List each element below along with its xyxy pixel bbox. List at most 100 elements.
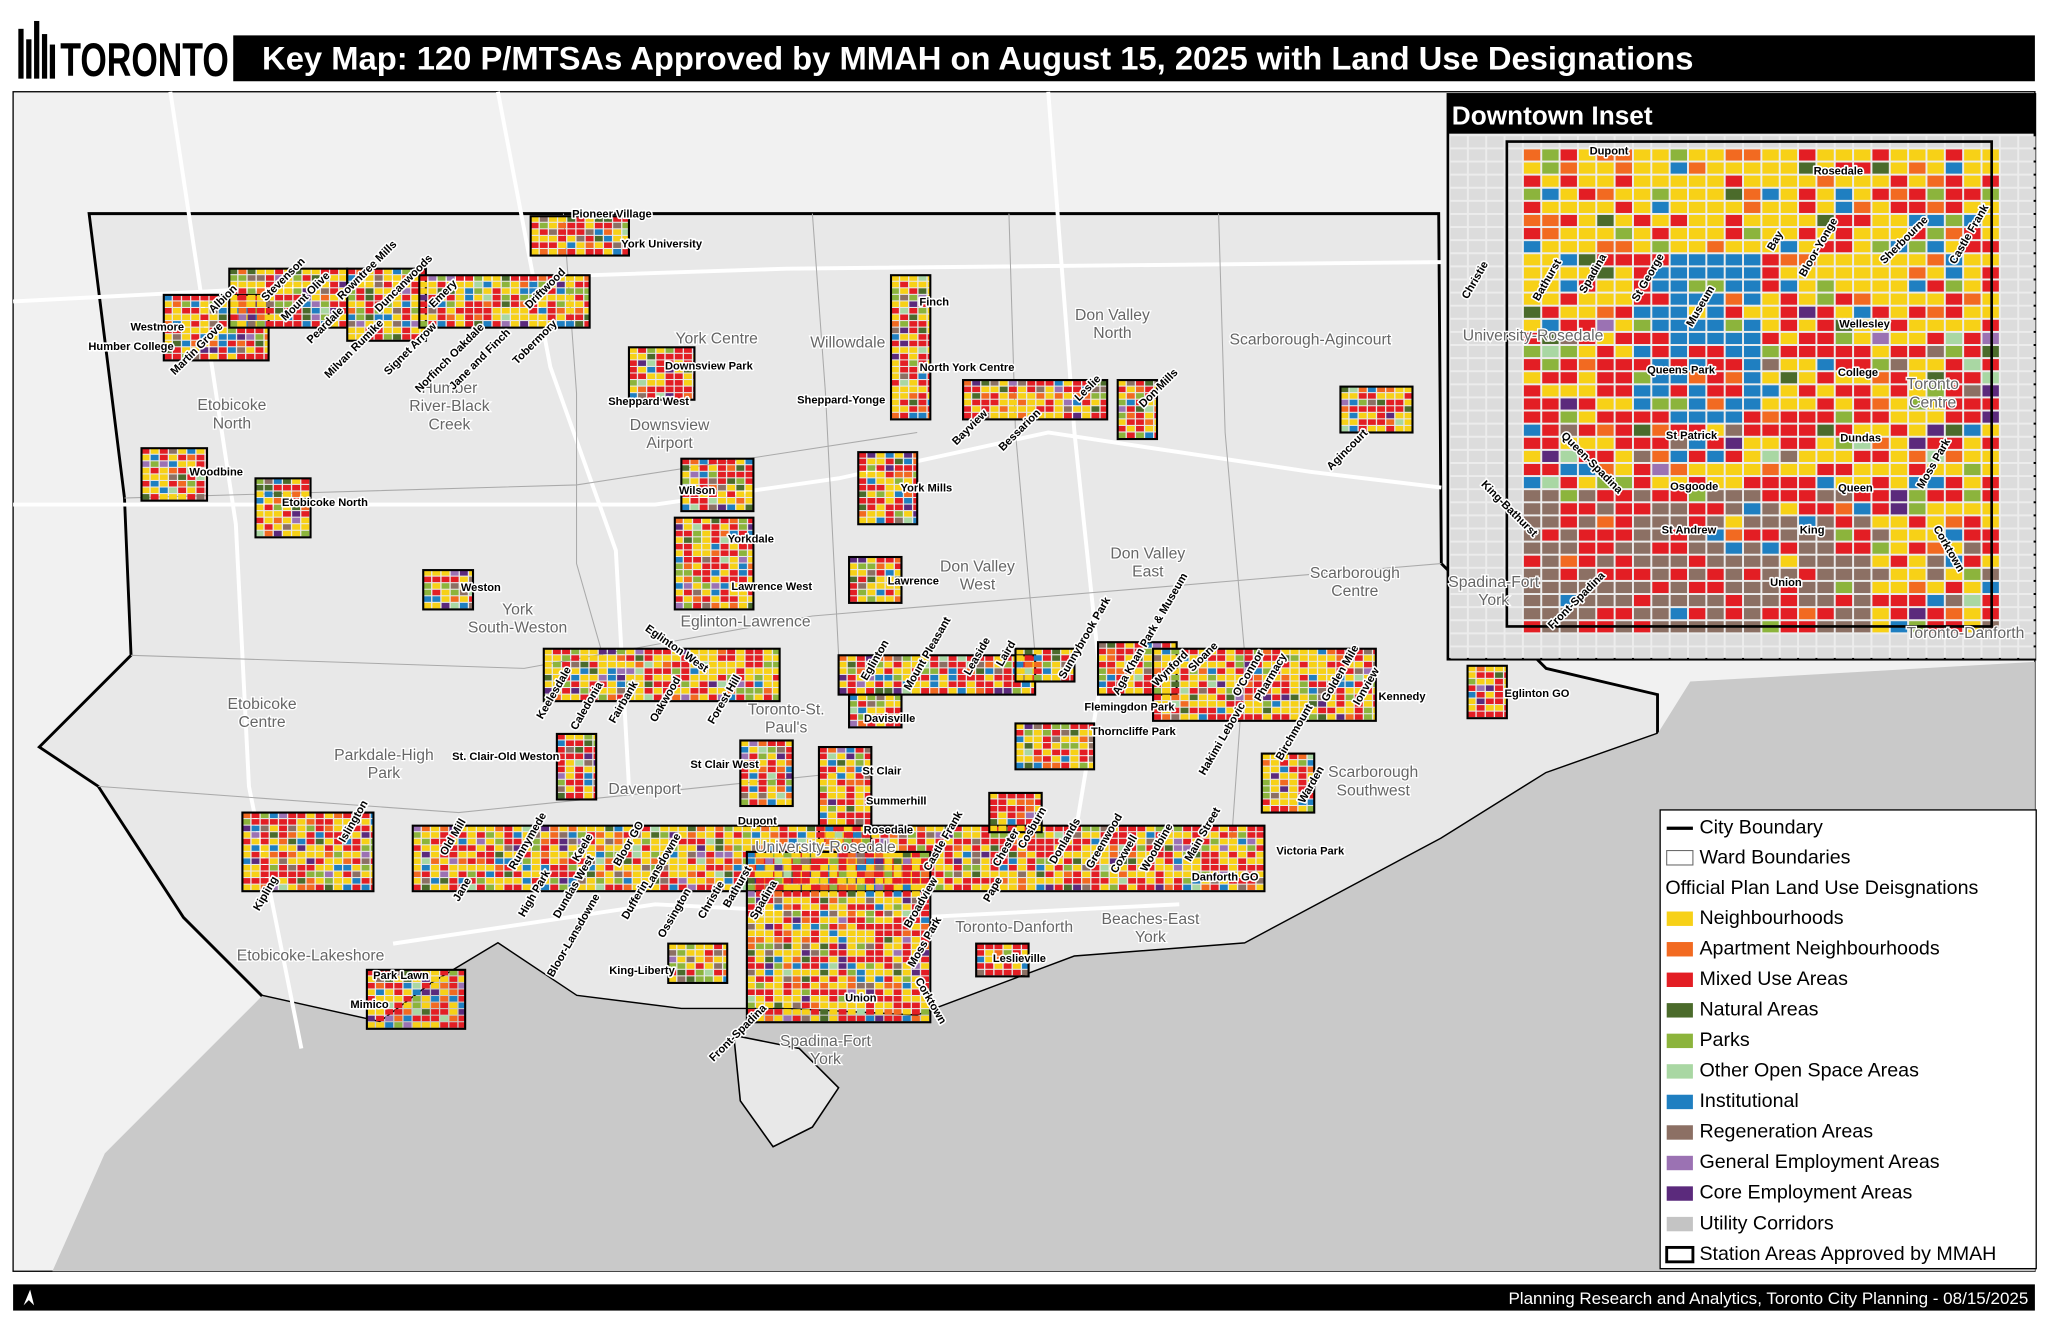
land-use-parcel [837,812,846,819]
station-label: Danforth GO [1192,872,1259,884]
land-use-parcel [699,504,708,511]
station-label: Wilson [679,485,716,497]
land-use-parcel [1299,681,1308,688]
land-use-parcel [541,878,550,884]
land-use-parcel [729,596,738,602]
land-use-parcel [1281,668,1290,674]
land-use-parcel [1290,688,1299,694]
land-use-parcel [811,891,819,897]
city-block [1487,149,1504,161]
land-use-parcel [918,294,927,301]
land-use-parcel [921,930,930,937]
land-use-parcel [742,838,751,845]
land-use-parcel [366,996,375,1002]
land-use-parcel [902,674,911,681]
ward-label: University-Rosedale [755,839,896,856]
land-use-parcel [495,851,504,858]
land-use-parcel [783,943,792,950]
land-use-parcel [412,871,421,878]
land-use-parcel [1762,241,1779,253]
land-use-parcel [720,556,729,563]
land-use-parcel [853,832,861,838]
land-use-parcel [1670,241,1688,253]
land-use-parcel [724,851,733,858]
land-use-parcel [981,380,990,386]
land-use-parcel [1835,188,1853,200]
land-use-parcel [163,307,172,314]
land-use-parcel [1336,661,1345,668]
land-use-parcel [159,474,168,480]
land-use-parcel [1116,648,1125,655]
land-use-parcel [1725,267,1743,279]
land-use-parcel [1854,254,1871,266]
land-use-parcel [866,871,874,878]
land-use-parcel [681,681,690,688]
land-use-parcel [1244,688,1253,694]
land-use-parcel [584,275,590,281]
station-label: Thorncliffe Park [1091,726,1176,738]
land-use-parcel [635,655,644,661]
land-use-parcel [412,851,421,858]
land-use-parcel [736,694,745,701]
land-use-parcel [284,307,293,314]
land-use-parcel [669,838,678,845]
land-use-parcel [678,878,687,884]
land-use-parcel [792,910,801,917]
land-use-parcel [1272,701,1281,707]
land-use-parcel [846,773,855,779]
city-block [1450,228,1467,240]
land-use-parcel [1327,655,1336,661]
land-use-parcel [529,294,538,301]
land-use-parcel [1238,884,1247,891]
land-use-parcel [474,275,483,281]
land-use-parcel [672,648,681,655]
land-use-parcel [708,491,717,497]
land-use-parcel [275,281,284,288]
land-use-parcel [687,864,696,871]
land-use-parcel [695,950,704,956]
land-use-parcel [1707,267,1724,279]
land-use-parcel [723,950,728,956]
land-use-parcel [693,583,702,589]
land-use-parcel [891,399,899,406]
land-use-parcel [953,864,962,871]
land-use-parcel [904,452,912,458]
land-use-parcel [1780,254,1798,266]
land-use-parcel [1226,681,1235,688]
land-use-parcel [1238,864,1247,871]
station-area-outline [627,346,696,401]
land-use-parcel [614,851,623,858]
land-use-parcel [594,229,603,235]
land-use-parcel [880,838,889,845]
land-use-parcel [1504,705,1507,711]
land-use-parcel [1247,845,1256,851]
land-use-parcel [458,851,467,858]
land-use-parcel [745,478,754,484]
land-use-parcel [1016,792,1025,799]
land-use-parcel [736,688,745,694]
land-use-parcel [1652,228,1669,240]
land-use-parcel [598,674,607,681]
land-use-parcel [1125,661,1134,668]
land-use-parcel [866,996,874,1002]
land-use-parcel [339,281,348,288]
land-use-parcel [580,674,589,681]
land-use-parcel [1615,280,1632,292]
land-use-parcel [963,393,971,399]
land-use-parcel [820,878,829,884]
land-use-parcel [628,393,637,399]
land-use-parcel [783,891,792,897]
land-use-parcel [711,583,720,589]
land-use-parcel [334,878,342,884]
land-use-parcel [1817,162,1834,174]
land-use-parcel [352,864,361,871]
land-use-parcel [697,825,705,832]
land-use-parcel [927,294,931,301]
land-use-parcel [765,904,774,910]
land-use-parcel [746,897,755,904]
land-use-parcel [288,825,297,832]
land-use-parcel [361,884,370,891]
city-block [1450,162,1467,174]
land-use-parcel [876,563,885,570]
land-use-parcel [293,321,302,327]
